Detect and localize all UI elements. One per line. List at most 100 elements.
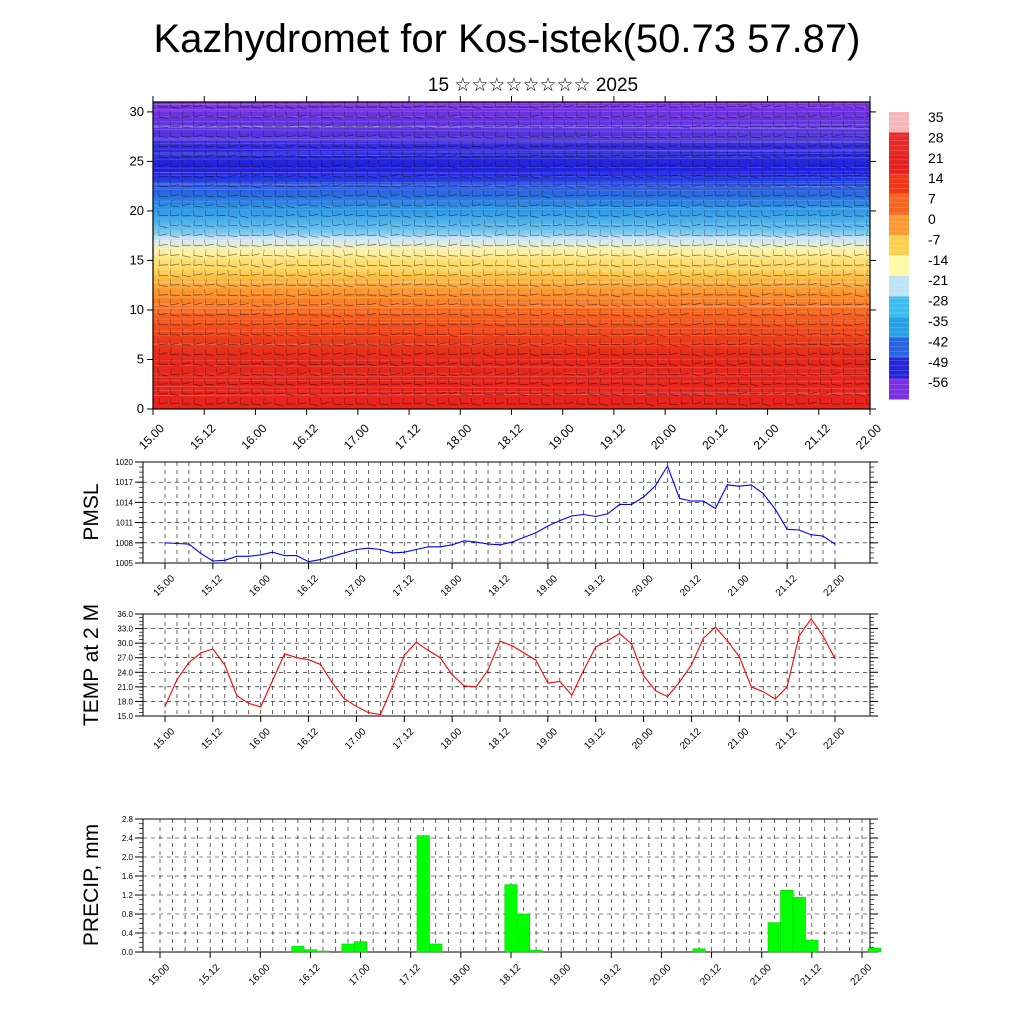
x-tick-label: 16.00: [238, 421, 269, 452]
temp-data-point: [642, 675, 645, 677]
x-tick-label: 21.12: [774, 573, 800, 599]
pmsl-data-point: [403, 551, 405, 553]
pmsl-data-point: [678, 497, 681, 499]
colorbar-label: 14: [928, 170, 944, 186]
y-tick-label: 0.4: [122, 929, 134, 938]
precip-bar: [692, 948, 706, 953]
x-tick-label: 21.00: [748, 962, 774, 988]
temp-data-point: [547, 682, 549, 684]
colorbar: 35 28 21 14 7 0 -7 -14 -21 -28 -35 -42 -49 -56: [889, 109, 948, 400]
y-tick-label: 25: [130, 153, 144, 168]
temp-data-point: [571, 694, 573, 696]
temp-data-point: [702, 637, 704, 639]
pmsl-data-point: [248, 555, 250, 557]
temp-data-point: [463, 685, 465, 687]
temp-data-point: [559, 680, 561, 683]
temp-data-point: [439, 657, 441, 659]
pmsl-data-point: [762, 493, 764, 495]
colorbar-swatch: [889, 214, 909, 236]
y-tick-label: 0: [137, 401, 144, 416]
precip-bar: [303, 949, 317, 953]
temp-data-point: [248, 702, 250, 704]
temp-data-point: [451, 674, 453, 676]
pmsl-data-point: [822, 535, 824, 537]
x-tick-label: 18.12: [498, 962, 524, 988]
y-tick-label: 27.0: [117, 654, 133, 663]
x-tick-label: 18.00: [443, 421, 474, 452]
x-tick-label: 19.00: [548, 962, 574, 988]
temp-data-point: [331, 682, 334, 684]
temp-data-point: [236, 695, 238, 697]
x-tick-label: 19.12: [598, 962, 624, 988]
y-tick-label: 1014: [115, 498, 133, 507]
heatmap-y-axis: 0 5 10 15 20 25 30: [130, 104, 876, 416]
temp-data-point: [822, 635, 824, 637]
pmsl-data-point: [571, 515, 573, 517]
x-tick-label: 21.00: [751, 421, 782, 452]
colorbar-swatch: [889, 378, 909, 400]
pmsl-data-point: [415, 548, 417, 551]
pmsl-data-point: [810, 534, 812, 536]
pmsl-data-point: [690, 500, 693, 502]
precip-bar: [780, 890, 794, 953]
temp-data-point: [200, 652, 202, 654]
temp-data-point: [750, 686, 752, 688]
heatmap-field: [153, 102, 870, 409]
x-tick-label: 16.00: [247, 962, 273, 988]
temp-data-point: [296, 657, 298, 659]
colorbar-swatch: [889, 132, 909, 154]
x-tick-label: 20.12: [678, 726, 704, 752]
precip-bar: [517, 913, 531, 953]
x-tick-label: 15.12: [200, 726, 226, 752]
precip-bar: [291, 946, 305, 953]
x-tick-label: 18.12: [487, 726, 513, 752]
x-tick-label: 15.00: [147, 962, 173, 988]
temp-data-point: [487, 669, 489, 671]
cross-section-panel: 0 5 10 15 20 25 30 15.00 15.12 16.00 16.12 17.00 17…: [130, 96, 884, 452]
pmsl-data-point: [224, 559, 226, 561]
x-tick-label: 15.12: [200, 573, 226, 599]
precip-bar: [504, 884, 518, 953]
x-tick-label: 18.12: [494, 421, 525, 452]
precip-bar: [341, 943, 355, 953]
y-tick-label: 1.6: [122, 872, 134, 881]
pmsl-data-point: [559, 519, 561, 522]
temp-data-point: [319, 663, 322, 666]
temp-data-point: [690, 664, 693, 666]
temp-data-point: [284, 653, 286, 655]
x-tick-label: 20.12: [699, 421, 730, 452]
colorbar-label: -14: [928, 252, 948, 268]
y-tick-label: 36.0: [117, 610, 133, 619]
x-tick-label: 18.00: [448, 962, 474, 988]
x-tick-label: 22.00: [822, 726, 848, 752]
pmsl-data-point: [391, 552, 393, 554]
pmsl-data-point: [343, 552, 346, 554]
y-tick-label: 5: [137, 351, 144, 366]
colorbar-swatch: [889, 235, 909, 256]
y-tick-label: 18.0: [117, 697, 133, 706]
temp-data-point: [224, 664, 226, 666]
pmsl-data-point: [319, 559, 322, 561]
temp-data-point: [355, 705, 358, 707]
temp-data-point: [272, 679, 274, 681]
page-subtitle: 15 ☆☆☆☆☆☆☆☆ 2025: [428, 75, 638, 96]
x-tick-label: 21.12: [802, 421, 833, 452]
pmsl-data-point: [619, 503, 621, 506]
pmsl-data-point: [236, 555, 238, 557]
y-tick-label: 2.0: [122, 853, 134, 862]
temp-data-point: [415, 641, 417, 643]
colorbar-swatch: [889, 194, 909, 215]
pmsl-data-point: [702, 500, 704, 502]
pmsl-data-point: [260, 554, 262, 556]
x-tick-label: 18.00: [439, 573, 465, 599]
colorbar-swatch: [889, 173, 909, 195]
x-tick-label: 20.00: [648, 421, 679, 452]
temp-data-point: [367, 712, 369, 714]
pmsl-data-point: [642, 496, 645, 498]
pmsl-data-point: [523, 536, 525, 539]
pmsl-data-point: [631, 503, 633, 506]
x-tick-label: 16.00: [247, 726, 273, 752]
temp-data-point: [499, 640, 501, 642]
temp-data-point: [475, 686, 477, 688]
colorbar-label: -21: [928, 272, 948, 288]
